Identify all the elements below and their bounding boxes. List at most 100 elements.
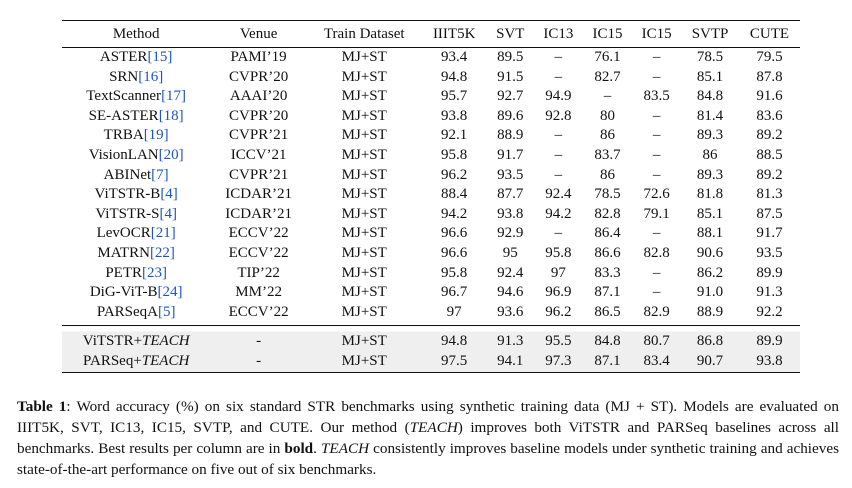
citation-link[interactable]: [4]: [159, 205, 177, 222]
table-row: PARSeqA[5] ECCV’22 MJ+ST 97 93.6 96.2 86.5 82.9…: [62, 303, 800, 326]
score-cell: 96.2: [441, 166, 468, 183]
train-dataset-cell: MJ+ST: [341, 186, 387, 203]
score-cell: 84.8: [696, 88, 724, 105]
method-name: SRN: [109, 68, 139, 85]
header-ic15: IC15: [592, 26, 623, 42]
score-cell: 90.7: [681, 351, 739, 372]
method-cell: ABINet[7]: [62, 166, 210, 186]
citation-link[interactable]: [21]: [150, 225, 176, 242]
score-cell: 86: [599, 127, 615, 144]
score-cell: –: [603, 88, 612, 105]
score-cell: 96.2: [545, 303, 572, 320]
score-cell: 97: [550, 264, 566, 281]
method-name: TRBA: [103, 127, 144, 144]
venue-cell: ICCV’21: [230, 146, 287, 163]
score-cell: 91.3: [756, 284, 783, 301]
score-cell: 87.7: [497, 186, 524, 203]
citation-link[interactable]: [18]: [158, 107, 184, 124]
citation-link[interactable]: [5]: [158, 303, 176, 320]
citation-link[interactable]: [23]: [142, 264, 168, 281]
score-cell: 93.5: [756, 244, 783, 261]
score-cell: 80.7: [632, 325, 682, 352]
caption-text-part-2: ) improves both ViTSTR and PARSeq baseli…: [17, 419, 839, 457]
score-cell: –: [652, 264, 661, 281]
score-cell: 88.4: [441, 186, 468, 203]
score-cell: –: [652, 127, 661, 144]
score-cell: 92.8: [545, 107, 572, 124]
method-cell: SE-ASTER[18]: [62, 107, 210, 127]
score-cell: 92.1: [441, 127, 468, 144]
venue-cell: CVPR’20: [229, 68, 289, 85]
table-row: ViTSTR-B[4] ICDAR’21 MJ+ST 88.4 87.7 92.4 78.5…: [62, 185, 800, 205]
results-table: Method Venue Train Dataset IIIT5K SVT IC…: [62, 20, 800, 373]
header-cute: CUTE: [749, 26, 790, 42]
train-dataset-cell: MJ+ST: [341, 284, 387, 301]
score-cell: 97.3: [533, 351, 583, 372]
citation-link[interactable]: [22]: [149, 244, 175, 261]
method-name: MATRN: [97, 244, 150, 261]
train-dataset-cell: MJ+ST: [341, 166, 387, 183]
method-cell: LevOCR[21]: [62, 224, 210, 244]
caption-text-part-3: .: [313, 440, 321, 457]
score-cell: 95.8: [441, 264, 468, 281]
citation-link[interactable]: [16]: [138, 68, 164, 85]
score-cell: 82.8: [643, 244, 670, 261]
citation-link[interactable]: [20]: [158, 146, 184, 163]
method-name: PETR: [105, 264, 143, 281]
score-cell: 83.4: [632, 351, 682, 372]
score-cell: 93.6: [497, 303, 524, 320]
score-cell: 89.9: [756, 264, 783, 281]
score-cell: 87.1: [594, 284, 621, 301]
citation-link[interactable]: [7]: [151, 166, 169, 183]
score-cell: 86.2: [696, 264, 724, 281]
method-cell: ViTSTR-S[4]: [62, 205, 210, 225]
train-dataset-cell: MJ+ST: [306, 351, 422, 372]
score-cell: 72.6: [643, 186, 670, 203]
citation-link[interactable]: [19]: [143, 127, 169, 144]
score-cell: 95.5: [533, 325, 583, 352]
table-row: LevOCR[21] ECCV’22 MJ+ST 96.6 92.9 – 86.4 – 88.1…: [62, 224, 800, 244]
score-cell: 96.9: [545, 284, 572, 301]
score-cell: 91.5: [497, 68, 524, 85]
score-cell: 93.4: [441, 49, 468, 65]
venue-cell: ECCV’22: [228, 225, 289, 242]
score-cell: 86: [599, 166, 615, 183]
citation-link[interactable]: [4]: [160, 186, 178, 203]
score-cell: 93.8: [738, 351, 800, 372]
score-cell: 83.5: [643, 88, 670, 105]
score-cell: 95.7: [441, 88, 468, 105]
train-dataset-cell: MJ+ST: [341, 49, 387, 65]
citation-link[interactable]: [17]: [161, 88, 187, 105]
train-dataset-cell: MJ+ST: [341, 127, 387, 144]
train-dataset-cell: MJ+ST: [341, 244, 387, 261]
score-cell: 91.6: [756, 88, 783, 105]
score-cell: 87.8: [756, 68, 783, 85]
venue-cell: ICDAR’21: [225, 186, 292, 203]
header-method: Method: [112, 26, 160, 42]
score-cell: 94.2: [441, 205, 468, 222]
score-cell: 81.8: [696, 186, 724, 203]
train-dataset-cell: MJ+ST: [306, 325, 422, 352]
score-cell: 88.5: [756, 146, 783, 163]
venue-cell: CVPR’20: [229, 107, 289, 124]
score-cell: –: [554, 68, 563, 85]
table-row: TextScanner[17] AAAI’20 MJ+ST 95.7 92.7 94.9 –…: [62, 87, 800, 107]
table-row: ViTSTR-S[4] ICDAR’21 MJ+ST 94.2 93.8 94.2 82.8…: [62, 205, 800, 225]
citation-link[interactable]: [15]: [147, 49, 173, 65]
method-cell: PARSeqA[5]: [62, 303, 210, 326]
score-cell: 92.9: [497, 225, 524, 242]
score-cell: 94.8: [421, 325, 487, 352]
score-cell: 86.8: [681, 325, 739, 352]
train-dataset-cell: MJ+ST: [341, 225, 387, 242]
method-name: ViTSTR-S: [95, 205, 160, 222]
citation-link[interactable]: [24]: [157, 284, 183, 301]
venue-cell: -: [210, 325, 307, 352]
score-cell: 95.8: [545, 244, 572, 261]
score-cell: 94.8: [441, 68, 468, 85]
score-cell: 91.7: [756, 225, 783, 242]
score-cell: –: [554, 127, 563, 144]
score-cell: 80: [599, 107, 615, 124]
method-cell: ViTSTR-B[4]: [62, 185, 210, 205]
method-cell: ViTSTR+TEACH: [62, 325, 211, 352]
